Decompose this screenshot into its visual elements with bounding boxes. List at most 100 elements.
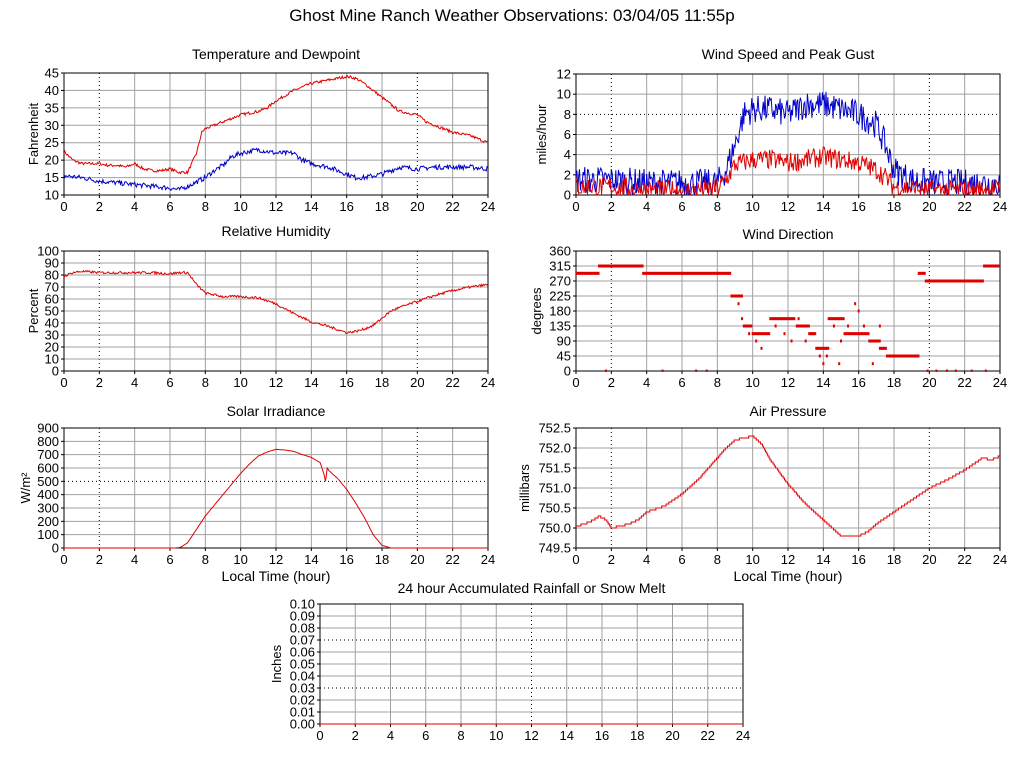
direction-point (822, 362, 825, 366)
direction-point (582, 271, 585, 275)
direction-point (830, 317, 833, 321)
direction-point (986, 264, 989, 268)
series-line (576, 91, 1000, 196)
x-tick-label: 22 (957, 552, 971, 567)
x-tick-label: 14 (560, 728, 574, 743)
series-group (64, 74, 488, 192)
direction-point (944, 279, 947, 283)
y-tick-label: 270 (549, 274, 571, 289)
y-tick-label: 751.0 (538, 481, 571, 496)
direction-point (825, 354, 828, 358)
x-tick-label: 8 (714, 199, 721, 214)
direction-point (987, 264, 990, 268)
direction-point (884, 346, 887, 350)
series-group (576, 264, 1000, 372)
y-tick-label: 20 (45, 153, 59, 168)
direction-point (741, 317, 744, 321)
y-tick-label: 500 (37, 474, 59, 489)
direction-point (954, 369, 957, 372)
x-tick-label: 4 (131, 375, 138, 390)
direction-point (965, 279, 968, 283)
x-tick-label: 14 (304, 552, 318, 567)
direction-point (712, 271, 715, 275)
direction-point (804, 324, 807, 328)
y-tick-label: 749.5 (538, 541, 571, 556)
direction-point (599, 264, 602, 268)
direction-point (969, 279, 972, 283)
direction-point (702, 271, 705, 275)
direction-point (992, 264, 995, 268)
y-tick-label: 0.07 (290, 633, 315, 648)
y-tick-label: 0 (52, 541, 59, 556)
x-axis-label: Local Time (hour) (222, 568, 331, 584)
y-tick-label: 750.0 (538, 521, 571, 536)
direction-point (737, 294, 740, 298)
y-tick-label: 752.5 (538, 421, 571, 436)
direction-point (924, 279, 927, 283)
direction-point (679, 271, 682, 275)
x-tick-label: 4 (387, 728, 394, 743)
x-tick-label: 16 (595, 728, 609, 743)
y-tick-label: 0.08 (290, 621, 315, 636)
direction-point (902, 354, 905, 358)
x-tick-label: 10 (233, 375, 247, 390)
x-tick-label: 10 (233, 552, 247, 567)
direction-point (845, 332, 848, 336)
x-tick-label: 8 (202, 375, 209, 390)
direction-point (628, 264, 630, 268)
direction-point (645, 271, 648, 275)
direction-point (983, 264, 986, 268)
series-line (576, 146, 1000, 196)
direction-point (576, 271, 579, 275)
direction-point (948, 279, 951, 283)
direction-point (672, 271, 675, 275)
series-line (64, 269, 488, 335)
x-tick-label: 4 (131, 552, 138, 567)
direction-point (978, 279, 981, 283)
direction-points (576, 264, 1000, 372)
direction-point (750, 324, 753, 328)
x-tick-label: 20 (410, 375, 424, 390)
y-tick-label: 0.06 (290, 645, 315, 660)
direction-point (862, 324, 865, 328)
direction-point (953, 279, 956, 283)
direction-point (975, 279, 978, 283)
direction-point (721, 271, 724, 275)
direction-point (852, 332, 855, 336)
direction-point (875, 339, 878, 343)
direction-point (669, 271, 672, 275)
direction-point (880, 346, 883, 350)
x-tick-label: 24 (481, 375, 495, 390)
y-tick-label: 0.00 (290, 717, 315, 732)
y-tick-label: 45 (557, 349, 571, 364)
direction-point (666, 271, 669, 275)
direction-point (854, 302, 857, 306)
chart-title: Wind Direction (742, 226, 833, 242)
direction-point (841, 317, 844, 321)
direction-point (614, 264, 617, 268)
direction-point (687, 271, 690, 275)
series-line (64, 147, 488, 192)
direction-point (726, 271, 729, 275)
direction-point (631, 264, 634, 268)
y-tick-label: 0.09 (290, 609, 315, 624)
y-axis-label: Fahrenheit (26, 103, 41, 166)
direction-point (827, 346, 830, 350)
x-tick-label: 24 (481, 199, 495, 214)
direction-point (608, 264, 611, 268)
direction-point (926, 279, 929, 283)
y-axis-label: Inches (269, 644, 284, 683)
direction-point (887, 354, 890, 358)
direction-point (785, 317, 788, 321)
direction-point (971, 279, 974, 283)
direction-point (774, 324, 777, 328)
direction-point (734, 294, 737, 298)
direction-point (933, 279, 936, 283)
direction-point (652, 271, 655, 275)
direction-point (791, 317, 794, 321)
direction-point (908, 354, 911, 358)
direction-point (864, 332, 867, 336)
